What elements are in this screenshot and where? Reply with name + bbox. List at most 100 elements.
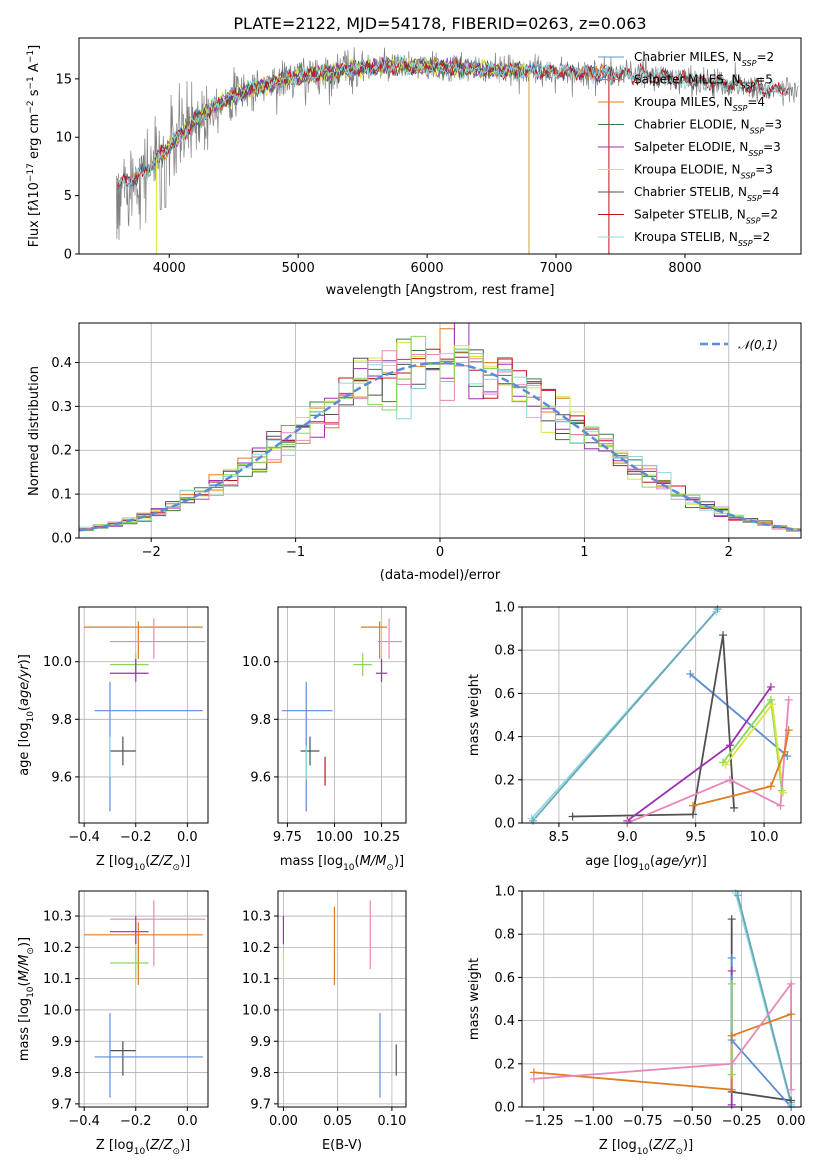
weight-marker <box>727 1031 736 1040</box>
weight-marker <box>713 605 722 614</box>
y-tick-label: 0.4 <box>494 1014 515 1029</box>
x-tick-label: 9.0 <box>617 830 638 845</box>
y-tick-label: 9.9 <box>51 1035 72 1050</box>
plot-area <box>281 618 403 812</box>
wZ-xlabel: Z [log10(Z/Z⊙)] <box>599 1138 693 1157</box>
weight-line <box>689 673 788 757</box>
normal-curve <box>79 361 801 532</box>
y-tick-label: 5 <box>64 189 72 204</box>
weight-marker <box>780 747 789 756</box>
y-tick-label: 0.2 <box>494 773 515 788</box>
y-tick-label: 10.2 <box>242 941 271 956</box>
weight-marker <box>727 979 736 988</box>
weight-line <box>572 634 735 818</box>
weight-marker <box>776 801 785 810</box>
weight-marker <box>725 741 734 750</box>
x-tick-label: −1 <box>286 545 305 560</box>
plot-area <box>533 892 792 1107</box>
x-tick-label: 7000 <box>539 261 572 276</box>
weight-marker <box>766 782 775 791</box>
weight-marker <box>787 1010 796 1019</box>
y-tick-label: 10.3 <box>43 910 72 925</box>
residuals-xlabel: (data-model)/error <box>380 568 501 583</box>
x-tick-label: 4000 <box>153 261 186 276</box>
ageM-xlabel: mass [log10(M/M⊙)] <box>280 854 404 873</box>
x-tick-label: 8000 <box>668 261 701 276</box>
y-tick-label: 10.1 <box>43 972 72 987</box>
x-tick-label: −1.25 <box>524 1114 564 1129</box>
weight-marker <box>529 1074 538 1083</box>
weight-marker <box>568 812 577 821</box>
weight-marker <box>783 752 792 761</box>
y-tick-label: 9.7 <box>250 1097 271 1112</box>
legend-label: Kroupa MILES, NSSP=4 <box>634 95 765 113</box>
x-tick-label: 9.5 <box>685 830 706 845</box>
x-tick-label: 0.0 <box>177 1114 198 1129</box>
weight-marker <box>725 775 734 784</box>
y-tick-label: 0.6 <box>494 971 515 986</box>
spectrum-xlabel: wavelength [Angstrom, rest frame] <box>326 283 555 298</box>
age-vs-mass-panel: 9.75 10.00 10.25 9.6 9.8 10.0 <box>242 606 407 845</box>
weight-line <box>533 981 792 1090</box>
axes-frame <box>277 890 407 1108</box>
x-tick-label: −2 <box>142 545 161 560</box>
weight-marker <box>787 979 796 988</box>
y-tick-label: 9.6 <box>250 770 271 785</box>
age-vs-metallicity-panel: −0.4 −0.2 0.0 9.6 9.8 10.0 <box>43 606 209 845</box>
mZ-ylabel: mass [log10(M/M⊙)] <box>17 937 36 1061</box>
x-tick-label: −0.2 <box>120 830 152 845</box>
legend-label: Chabrier STELIB, NSSP=4 <box>634 185 779 203</box>
weight-line <box>736 895 792 1103</box>
model-spectrum-line <box>117 56 789 187</box>
figure-title: PLATE=2122, MJD=54178, FIBERID=0263, z=0… <box>233 14 646 33</box>
model-spectrum-line <box>117 55 789 188</box>
y-tick-label: 10.2 <box>43 941 72 956</box>
spectrum-ylabel: Flux [fλ10−17 erg cm−2 s−1 A−1] <box>26 45 42 247</box>
y-tick-label: 9.8 <box>51 1066 72 1081</box>
legend-label: 𝒩(0,1) <box>738 338 778 352</box>
weight-marker <box>729 803 738 812</box>
legend-label: Salpeter STELIB, NSSP=2 <box>634 208 778 226</box>
y-tick-label: 0.0 <box>494 1101 515 1116</box>
y-tick-label: 0.3 <box>51 400 72 415</box>
mass-vs-extinction-panel: 0.00 0.05 0.10 9.7 9.8 9.9 10.0 10.1 10.2 10.3 <box>242 890 407 1129</box>
x-tick-label: 1 <box>580 545 588 560</box>
x-tick-label: 5000 <box>282 261 315 276</box>
axes-frame <box>521 890 802 1108</box>
wZ-ylabel: mass weight <box>467 958 482 1040</box>
x-tick-label: −0.75 <box>623 1114 663 1129</box>
weight-vs-metallicity-panel: −1.25 −1.00 −0.75 −0.50 −0.25 0.00 0.0 0.2 0.4 0.… <box>494 885 805 1130</box>
weight-marker <box>686 669 695 678</box>
y-tick-label: 9.8 <box>250 1066 271 1081</box>
spectrum-panel: 4000 5000 6000 7000 8000 0 5 10 15 Chabrier MILES… <box>55 37 802 276</box>
weight-marker <box>727 966 736 975</box>
plot-area <box>116 47 799 254</box>
x-tick-label: −0.25 <box>722 1114 762 1129</box>
x-tick-label: 0.0 <box>177 830 198 845</box>
x-tick-label: 0.00 <box>269 1114 298 1129</box>
model-spectrum-line <box>117 56 789 190</box>
legend-label: Chabrier MILES, NSSP=2 <box>634 50 774 68</box>
axes-frame <box>521 606 802 824</box>
ageZ-ylabel: age [log10(age/yr)] <box>17 654 36 776</box>
weight-marker <box>766 682 775 691</box>
y-tick-label: 10 <box>55 131 72 146</box>
x-tick-label: −0.4 <box>68 830 100 845</box>
weight-marker <box>768 700 777 709</box>
weight-marker <box>777 786 786 795</box>
plot-area <box>79 323 801 532</box>
x-tick-label: 0.00 <box>777 1114 806 1129</box>
x-tick-label: 9.75 <box>273 830 302 845</box>
y-tick-label: 0.6 <box>494 687 515 702</box>
y-tick-label: 15 <box>55 72 72 87</box>
y-tick-label: 0.2 <box>51 444 72 459</box>
legend-label: Kroupa STELIB, NSSP=2 <box>634 230 770 248</box>
weight-marker <box>727 1070 736 1079</box>
y-tick-label: 1.0 <box>494 885 515 900</box>
weight-marker <box>719 631 728 640</box>
weight-marker <box>727 953 736 962</box>
weight-marker <box>727 1100 736 1109</box>
y-tick-label: 9.8 <box>51 713 72 728</box>
y-tick-label: 10.0 <box>242 1003 271 1018</box>
plot-area <box>84 900 206 1098</box>
